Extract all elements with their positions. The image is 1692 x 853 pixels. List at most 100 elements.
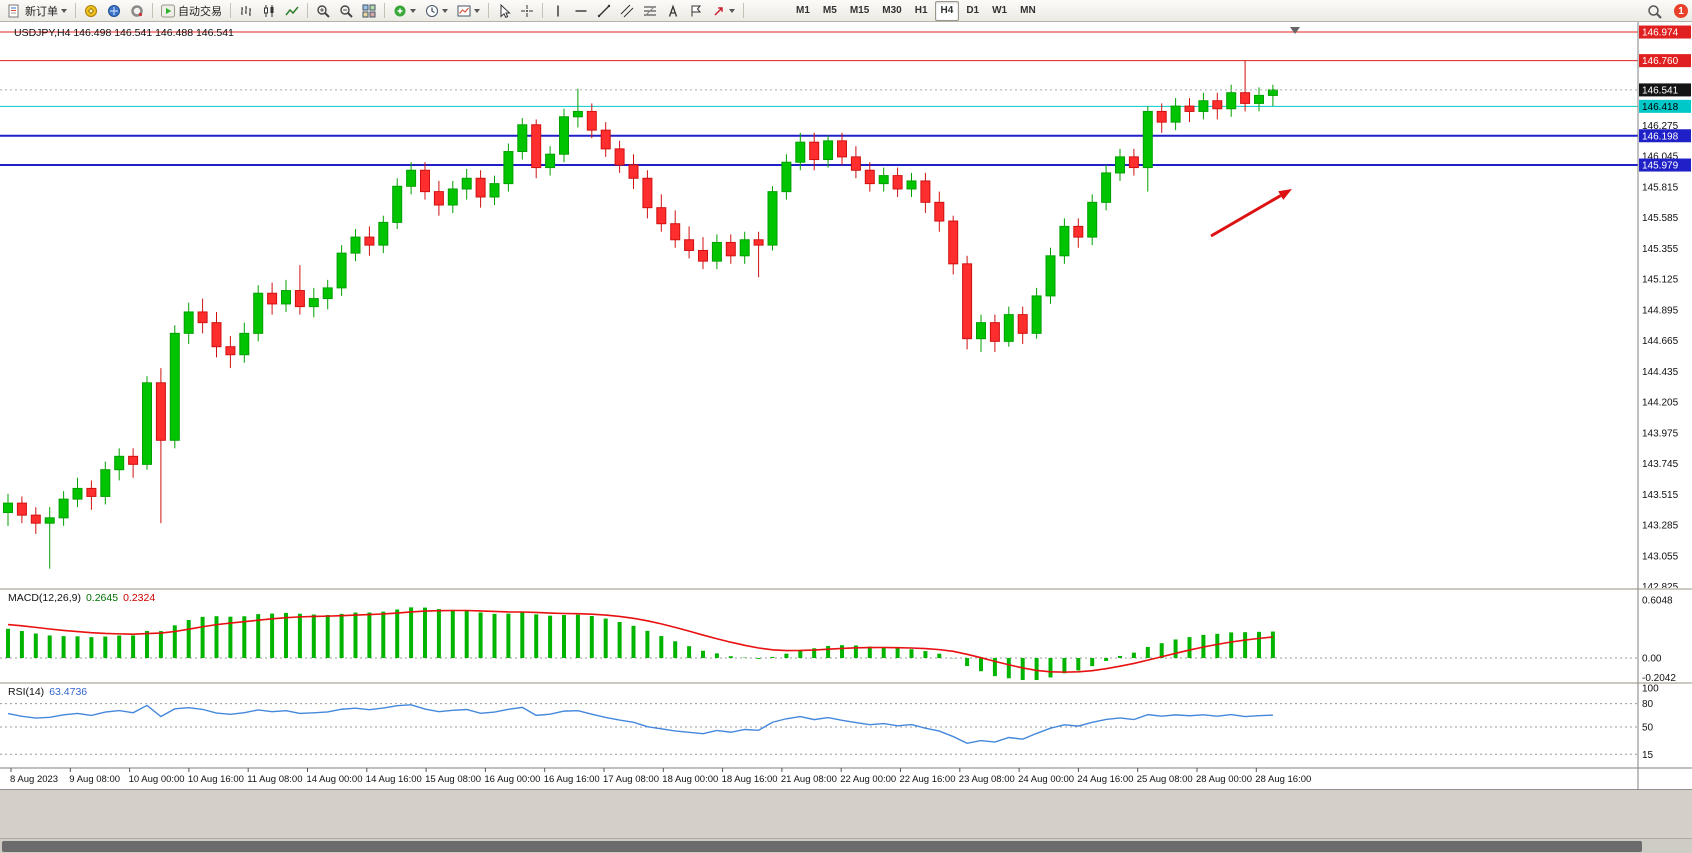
svg-text:16 Aug 00:00: 16 Aug 00:00 bbox=[484, 774, 540, 785]
svg-text:145.815: 145.815 bbox=[1642, 182, 1679, 193]
new-order-icon bbox=[8, 4, 19, 17]
timeframe-m1-button[interactable]: M1 bbox=[796, 5, 810, 16]
chart-window[interactable]: 146.275 146.045 145.815 145.585 145.355 145.1… bbox=[0, 22, 1692, 790]
svg-text:11 Aug 08:00: 11 Aug 08:00 bbox=[247, 774, 302, 785]
svg-text:18 Aug 00:00: 18 Aug 00:00 bbox=[662, 774, 718, 785]
arrow-tool-icon bbox=[714, 6, 723, 16]
svg-text:8 Aug 2023: 8 Aug 2023 bbox=[10, 774, 58, 785]
timeframe-mn-button[interactable]: MN bbox=[1020, 5, 1036, 16]
market-watch-button[interactable] bbox=[80, 1, 102, 21]
svg-text:144.665: 144.665 bbox=[1642, 336, 1679, 347]
data-window-icon bbox=[131, 4, 143, 17]
text-button[interactable] bbox=[662, 1, 684, 21]
svg-text:143.515: 143.515 bbox=[1642, 490, 1679, 501]
svg-text:15 Aug 08:00: 15 Aug 08:00 bbox=[425, 774, 481, 785]
tile-windows-button[interactable] bbox=[358, 1, 380, 21]
search-button[interactable] bbox=[1643, 1, 1666, 21]
zoom-in-button[interactable] bbox=[312, 1, 334, 21]
macd-main-value: 0.2645 bbox=[85, 592, 119, 604]
timeframe-w1-button[interactable]: W1 bbox=[992, 5, 1008, 16]
trendline-icon bbox=[597, 4, 611, 17]
caret-down-icon bbox=[410, 8, 416, 13]
timeframe-group: M1 M5 M15 M30 H1 H4 D1 W1 MN bbox=[790, 0, 1042, 21]
timeframe-d1-button[interactable]: D1 bbox=[966, 5, 980, 16]
rsi-title: RSI(14) 63.4736 bbox=[8, 686, 87, 698]
svg-text:145.979: 145.979 bbox=[1642, 161, 1679, 172]
svg-text:9 Aug 08:00: 9 Aug 08:00 bbox=[69, 774, 120, 785]
new-order-label: 新订单 bbox=[25, 5, 58, 18]
notification-badge[interactable]: 1 bbox=[1674, 4, 1688, 18]
vertical-line-icon bbox=[557, 5, 559, 16]
vertical-line-button[interactable] bbox=[547, 1, 569, 21]
rsi-value: 63.4736 bbox=[49, 686, 88, 698]
macd-label: MACD(12,26,9) bbox=[8, 592, 81, 604]
timeframe-m15-button[interactable]: M15 bbox=[849, 5, 870, 16]
svg-text:14 Aug 16:00: 14 Aug 16:00 bbox=[366, 774, 422, 785]
candlestick-chart-icon bbox=[264, 4, 274, 17]
svg-text:142.825: 142.825 bbox=[1642, 582, 1679, 593]
svg-text:146.541: 146.541 bbox=[1642, 85, 1679, 96]
toolbar-separator bbox=[307, 3, 308, 18]
label-button[interactable] bbox=[685, 1, 707, 21]
svg-text:25 Aug 08:00: 25 Aug 08:00 bbox=[1137, 774, 1193, 785]
template-icon bbox=[457, 5, 471, 16]
cursor-button[interactable] bbox=[493, 1, 515, 21]
svg-text:143.975: 143.975 bbox=[1642, 428, 1679, 439]
toolbar-separator bbox=[230, 3, 231, 18]
fibonacci-button[interactable] bbox=[639, 1, 661, 21]
data-window-button[interactable] bbox=[126, 1, 148, 21]
horizontal-line-button[interactable] bbox=[570, 1, 592, 21]
clock-icon bbox=[426, 4, 438, 17]
timeframe-h4-button[interactable]: H4 bbox=[934, 0, 960, 21]
toolbar-separator bbox=[488, 3, 489, 18]
svg-text:144.435: 144.435 bbox=[1642, 367, 1679, 378]
svg-text:146.275: 146.275 bbox=[1642, 121, 1679, 132]
caret-down-icon bbox=[474, 8, 480, 13]
svg-text:-0.2042: -0.2042 bbox=[1642, 673, 1676, 684]
svg-text:146.974: 146.974 bbox=[1642, 28, 1679, 39]
toolbar-separator bbox=[75, 3, 76, 18]
timeframe-m30-button[interactable]: M30 bbox=[882, 5, 902, 16]
svg-text:16 Aug 16:00: 16 Aug 16:00 bbox=[544, 774, 600, 785]
line-chart-button[interactable] bbox=[281, 1, 303, 21]
periods-button[interactable] bbox=[421, 1, 452, 21]
trendline-button[interactable] bbox=[593, 1, 615, 21]
candlestick-chart-button[interactable] bbox=[258, 1, 280, 21]
price-chart-svg[interactable]: 146.275 146.045 145.815 145.585 145.355 145.1… bbox=[0, 22, 1692, 790]
svg-text:17 Aug 08:00: 17 Aug 08:00 bbox=[603, 774, 659, 785]
tile-windows-icon bbox=[362, 4, 376, 17]
indicators-button[interactable] bbox=[389, 1, 420, 21]
horizontal-scrollbar[interactable] bbox=[0, 838, 1692, 853]
crosshair-icon bbox=[521, 4, 533, 17]
navigator-button[interactable] bbox=[103, 1, 125, 21]
toolbar-separator bbox=[743, 3, 744, 18]
svg-text:14 Aug 00:00: 14 Aug 00:00 bbox=[307, 774, 363, 785]
crosshair-button[interactable] bbox=[516, 1, 538, 21]
channel-button[interactable] bbox=[616, 1, 638, 21]
macd-title: MACD(12,26,9) 0.2645 0.2324 bbox=[8, 592, 155, 604]
timeframe-m5-button[interactable]: M5 bbox=[822, 5, 837, 16]
channel-icon bbox=[620, 4, 634, 17]
svg-text:145.355: 145.355 bbox=[1642, 244, 1679, 255]
scrollbar-thumb[interactable] bbox=[2, 841, 1642, 852]
svg-text:146.198: 146.198 bbox=[1642, 131, 1679, 142]
label-flag-icon bbox=[691, 5, 702, 16]
new-order-button[interactable]: 新订单 bbox=[4, 1, 71, 21]
toolbar-separator bbox=[384, 3, 385, 18]
timeframe-h1-button[interactable]: H1 bbox=[914, 5, 928, 16]
svg-text:18 Aug 16:00: 18 Aug 16:00 bbox=[722, 774, 778, 785]
autotrading-button[interactable]: 自动交易 bbox=[157, 1, 226, 21]
autotrading-icon bbox=[161, 4, 175, 17]
svg-text:143.745: 143.745 bbox=[1642, 459, 1679, 470]
fibonacci-icon bbox=[644, 5, 656, 16]
svg-text:10 Aug 00:00: 10 Aug 00:00 bbox=[129, 774, 185, 785]
zoom-out-button[interactable] bbox=[335, 1, 357, 21]
svg-text:24 Aug 00:00: 24 Aug 00:00 bbox=[1018, 774, 1074, 785]
text-icon bbox=[668, 4, 678, 17]
arrows-button[interactable] bbox=[708, 1, 739, 21]
svg-text:146.760: 146.760 bbox=[1642, 56, 1679, 67]
market-watch-icon bbox=[85, 4, 97, 17]
templates-button[interactable] bbox=[453, 1, 484, 21]
bar-chart-button[interactable] bbox=[235, 1, 257, 21]
zoom-out-icon bbox=[340, 4, 353, 18]
